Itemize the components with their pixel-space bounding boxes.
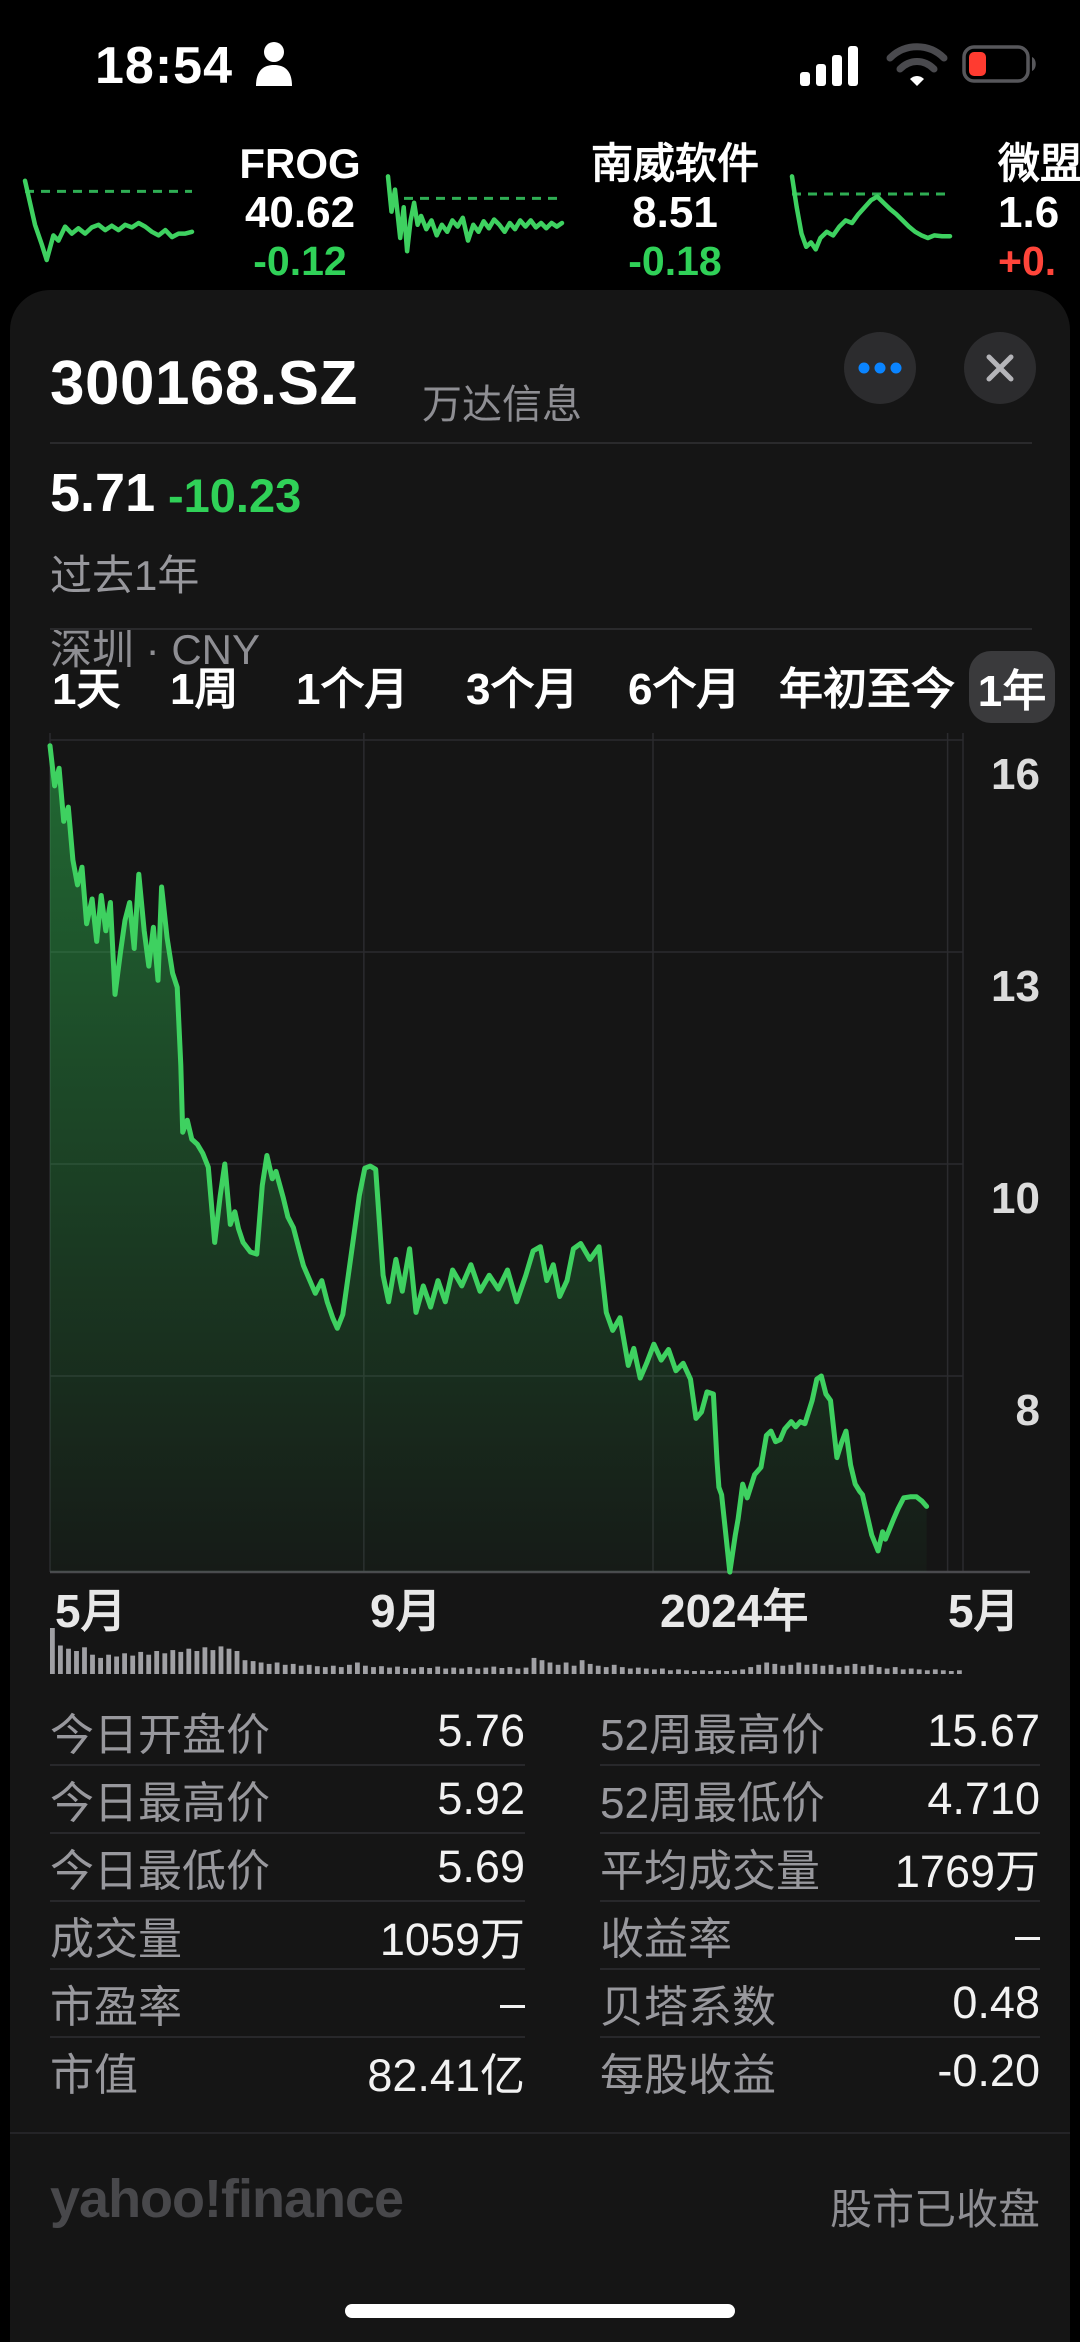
stat-value: – bbox=[1014, 1909, 1040, 1960]
range-tab-5[interactable]: 6个月 bbox=[628, 665, 741, 714]
stat-value: 82.41亿 bbox=[367, 2049, 525, 2101]
y-axis-label: 8 bbox=[1015, 1386, 1040, 1435]
stat-value: 1059万 bbox=[379, 1913, 525, 1965]
stat-label: 今日开盘价 bbox=[50, 1711, 270, 1760]
watchlist-ticker-strip: FROG 40.62 -0.12 南威软件 8.51 -0.18 微盟 1.6 … bbox=[0, 120, 1080, 290]
stat-value: 0.48 bbox=[952, 1977, 1040, 2028]
stat-row: 成交量 1059万 bbox=[50, 1902, 525, 1970]
symbol-title: 300168.SZ bbox=[50, 349, 358, 418]
more-options-button[interactable] bbox=[844, 332, 916, 404]
stat-row: 今日最低价 5.69 bbox=[50, 1834, 525, 1902]
price-change: -10.23 bbox=[168, 469, 302, 522]
focus-person-icon bbox=[252, 40, 296, 93]
range-tab-4[interactable]: 3个月 bbox=[466, 665, 579, 714]
y-axis-label: 13 bbox=[991, 962, 1040, 1011]
stat-row: 52周最高价 15.67 bbox=[600, 1698, 1040, 1766]
yahoo-finance-logo: yahoo!finance bbox=[50, 2169, 404, 2229]
exchange-currency: 深圳 · CNY bbox=[50, 626, 261, 673]
stats-column-right: 52周最高价 15.67 52周最低价 4.710 平均成交量 1769万收益率 – 贝塔系数… bbox=[600, 1698, 1040, 2104]
x-axis-label: 2024年 bbox=[660, 1585, 809, 1637]
stat-row: 平均成交量 1769万 bbox=[600, 1834, 1040, 1902]
wifi-icon bbox=[886, 40, 948, 93]
ticker-item-nanwei[interactable]: 南威软件 8.51 -0.18 bbox=[590, 140, 760, 284]
stat-label: 52周最高价 bbox=[600, 1711, 825, 1760]
stat-row: 每股收益 -0.20 bbox=[600, 2038, 1040, 2104]
stat-value: 5.92 bbox=[437, 1773, 525, 1824]
stat-value: 4.710 bbox=[927, 1773, 1040, 1824]
stat-row: 今日开盘价 5.76 bbox=[50, 1698, 525, 1766]
ellipsis-icon bbox=[858, 362, 902, 374]
period-label: 过去1年 bbox=[50, 552, 200, 599]
stat-label: 平均成交量 bbox=[600, 1847, 820, 1896]
stat-row: 贝塔系数 0.48 bbox=[600, 1970, 1040, 2038]
stat-value: – bbox=[499, 1977, 525, 2028]
range-tab-1[interactable]: 1天 bbox=[52, 665, 121, 714]
stat-row: 52周最低价 4.710 bbox=[600, 1766, 1040, 1834]
range-tab-2[interactable]: 1周 bbox=[170, 665, 239, 714]
stat-value: 5.69 bbox=[437, 1841, 525, 1892]
ticker-change: -0.12 bbox=[253, 238, 347, 284]
y-axis-label: 10 bbox=[991, 1174, 1040, 1223]
stat-value: 1769万 bbox=[894, 1845, 1040, 1897]
x-axis-label: 9月 bbox=[370, 1585, 442, 1637]
stat-row: 今日最高价 5.92 bbox=[50, 1766, 525, 1834]
y-axis-label: 16 bbox=[991, 750, 1040, 799]
stat-row: 收益率 – bbox=[600, 1902, 1040, 1970]
ticker-price: 8.51 bbox=[632, 188, 718, 237]
stat-label: 今日最低价 bbox=[50, 1847, 270, 1896]
ticker-item-weimob[interactable]: 微盟 1.6 +0. bbox=[998, 140, 1080, 284]
company-name: 万达信息 bbox=[422, 383, 582, 427]
stat-label: 市值 bbox=[50, 2051, 138, 2100]
stat-value: 5.76 bbox=[437, 1705, 525, 1756]
stat-value: 15.67 bbox=[927, 1705, 1040, 1756]
market-status: 股市已收盘 bbox=[829, 2186, 1040, 2233]
x-axis-label: 5月 bbox=[948, 1585, 1020, 1637]
stat-row: 市盈率 – bbox=[50, 1970, 525, 2038]
range-tabs: 1天 1周 1个月 3个月 6个月 年初至今 1年 bbox=[10, 645, 1070, 725]
last-price: 5.71 bbox=[50, 463, 156, 523]
stat-row: 市值 82.41亿 bbox=[50, 2038, 525, 2104]
stats-column-left: 今日开盘价 5.76 今日最高价 5.92 今日最低价 5.69 成交量 1059万 市盈率 – 市… bbox=[50, 1698, 525, 2104]
battery-low-icon bbox=[962, 43, 1040, 90]
x-axis-label: 5月 bbox=[55, 1585, 127, 1637]
ticker-price: 40.62 bbox=[244, 188, 356, 237]
ticker-change: -0.18 bbox=[628, 238, 722, 284]
ticker-symbol: 南威软件 bbox=[590, 140, 759, 187]
clock: 18:54 bbox=[95, 37, 233, 95]
stat-label: 52周最低价 bbox=[600, 1779, 825, 1828]
ticker-change: +0. bbox=[998, 238, 1057, 284]
stat-label: 每股收益 bbox=[600, 2051, 776, 2100]
stat-label: 贝塔系数 bbox=[600, 1983, 776, 2032]
ticker-symbol: 微盟 bbox=[998, 140, 1080, 187]
range-tab-3[interactable]: 1个月 bbox=[296, 665, 409, 714]
stat-label: 市盈率 bbox=[50, 1983, 182, 2032]
stat-label: 成交量 bbox=[50, 1915, 182, 1964]
status-bar: 18:54 bbox=[0, 0, 1080, 120]
footer-divider bbox=[10, 2132, 1070, 2134]
ticker-item-frog[interactable]: FROG 40.62 -0.12 bbox=[239, 140, 361, 284]
stat-label: 收益率 bbox=[600, 1915, 732, 1964]
range-tab-7[interactable]: 1年 bbox=[969, 651, 1055, 723]
stat-label: 今日最高价 bbox=[50, 1779, 270, 1828]
ticker-symbol: FROG bbox=[239, 140, 361, 187]
price-chart[interactable] bbox=[10, 726, 1070, 1676]
quote-card: 300168.SZ 万达信息 5.71 -10.23 过去1年 深圳 · CNY… bbox=[10, 290, 1070, 2342]
close-button[interactable] bbox=[964, 332, 1036, 404]
stat-value: -0.20 bbox=[937, 2045, 1040, 2096]
ticker-price: 1.6 bbox=[998, 188, 1060, 237]
cellular-signal-icon bbox=[798, 40, 872, 93]
home-indicator[interactable] bbox=[345, 2304, 735, 2318]
range-tab-6[interactable]: 年初至今 bbox=[779, 665, 955, 714]
close-icon bbox=[986, 354, 1014, 382]
